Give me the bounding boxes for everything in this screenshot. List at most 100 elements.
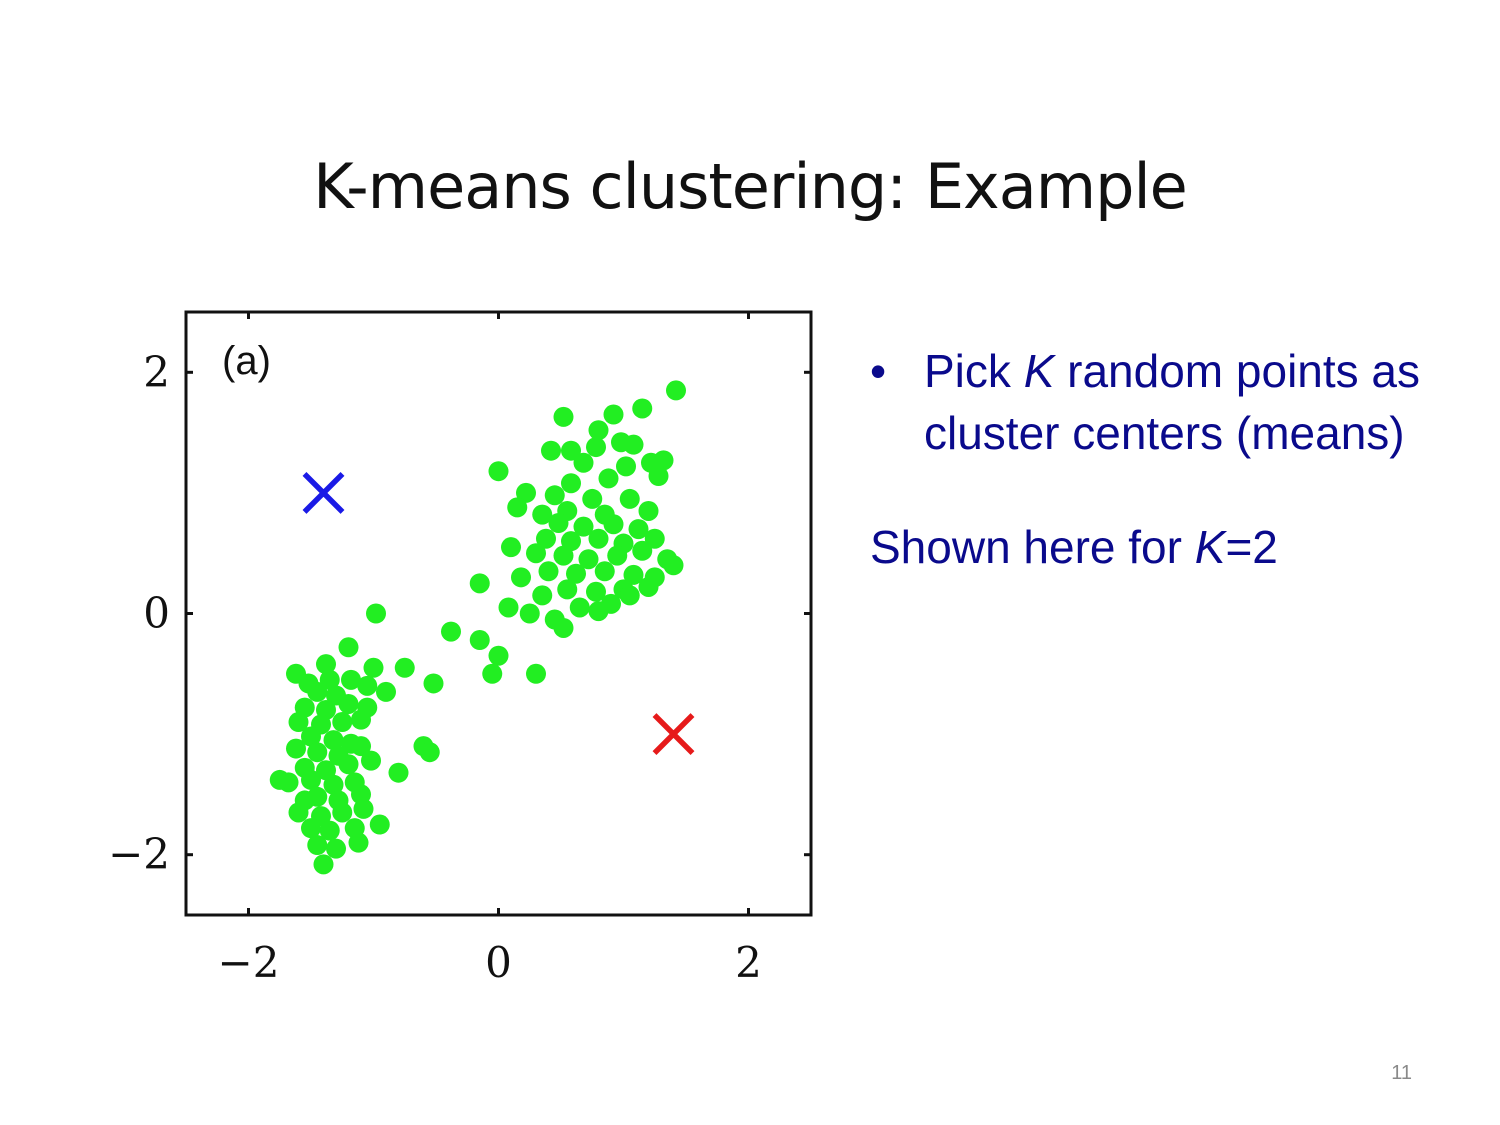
data-point bbox=[588, 420, 609, 441]
data-point bbox=[366, 603, 386, 624]
data-point bbox=[582, 488, 603, 509]
data-point bbox=[394, 657, 415, 678]
data-point bbox=[588, 601, 609, 622]
data-point bbox=[369, 814, 390, 835]
data-point bbox=[653, 450, 674, 471]
data-point bbox=[286, 738, 306, 759]
data-point bbox=[357, 675, 378, 696]
bullet-text-k: K bbox=[1023, 345, 1055, 397]
data-point bbox=[294, 790, 315, 811]
data-point bbox=[578, 549, 599, 570]
data-point bbox=[553, 617, 574, 638]
data-point bbox=[301, 769, 321, 790]
data-point bbox=[616, 456, 636, 477]
y-tick-label: −2 bbox=[108, 830, 170, 879]
data-point bbox=[507, 497, 528, 518]
data-point bbox=[319, 669, 340, 690]
x-tick-label: 0 bbox=[485, 938, 512, 987]
data-point bbox=[307, 835, 328, 856]
data-point bbox=[519, 603, 540, 624]
data-point bbox=[423, 673, 444, 694]
data-point bbox=[482, 663, 503, 684]
x-tick-labels: −2 0 2 bbox=[218, 938, 762, 987]
data-point bbox=[598, 468, 619, 489]
data-point bbox=[332, 802, 353, 823]
slide-title: K-means clustering: Example bbox=[313, 150, 1188, 223]
bullet-text: Pick K random points as cluster centers … bbox=[924, 340, 1430, 464]
data-point bbox=[288, 712, 309, 733]
note-line: Shown here for K=2 bbox=[870, 516, 1430, 578]
panel-label: (a) bbox=[222, 339, 271, 383]
cluster-center-2 bbox=[652, 713, 695, 756]
data-point bbox=[538, 561, 559, 582]
data-point bbox=[313, 854, 334, 875]
data-point bbox=[666, 380, 686, 401]
data-point bbox=[319, 820, 340, 841]
data-point bbox=[516, 482, 536, 503]
data-point bbox=[586, 437, 606, 458]
bullet-item: • Pick K random points as cluster center… bbox=[870, 340, 1430, 464]
data-point bbox=[561, 473, 581, 494]
data-point bbox=[351, 709, 371, 730]
data-point bbox=[573, 516, 594, 537]
data-point bbox=[619, 585, 640, 606]
x-tick-label: 2 bbox=[735, 938, 762, 987]
data-point bbox=[353, 798, 374, 819]
data-point bbox=[338, 693, 359, 714]
data-point bbox=[644, 567, 665, 588]
data-point bbox=[532, 585, 553, 606]
page-number: 11 bbox=[1391, 1062, 1412, 1084]
data-point bbox=[307, 742, 328, 763]
data-point bbox=[326, 838, 346, 859]
data-point bbox=[632, 398, 653, 419]
data-point bbox=[348, 832, 369, 853]
data-point bbox=[511, 567, 531, 588]
data-point bbox=[363, 657, 384, 678]
data-point bbox=[532, 504, 553, 525]
data-point bbox=[544, 485, 565, 506]
data-point bbox=[441, 621, 461, 642]
data-point bbox=[569, 597, 590, 618]
data-point bbox=[388, 762, 409, 783]
data-point bbox=[573, 452, 594, 473]
data-point bbox=[526, 663, 546, 684]
data-point bbox=[536, 528, 556, 549]
data-point bbox=[623, 434, 644, 455]
data-point bbox=[316, 654, 336, 675]
data-point bbox=[488, 645, 509, 666]
data-point bbox=[619, 488, 640, 509]
data-point bbox=[338, 637, 359, 658]
data-point bbox=[586, 581, 606, 602]
data-points bbox=[269, 380, 686, 875]
data-point bbox=[648, 466, 669, 487]
data-point bbox=[553, 545, 574, 566]
data-point bbox=[553, 406, 574, 427]
data-point bbox=[603, 404, 624, 425]
data-point bbox=[332, 712, 353, 733]
data-point bbox=[548, 513, 569, 534]
data-point bbox=[301, 726, 321, 747]
data-point bbox=[269, 769, 290, 790]
data-point bbox=[594, 561, 615, 582]
cluster-center-1 bbox=[302, 471, 345, 514]
data-point bbox=[663, 555, 684, 576]
data-point bbox=[301, 818, 321, 839]
axis-ticks bbox=[186, 312, 811, 915]
data-point bbox=[307, 681, 328, 702]
data-point bbox=[541, 440, 561, 461]
data-point bbox=[561, 440, 581, 461]
cluster-centers bbox=[302, 471, 695, 756]
y-tick-label: 0 bbox=[143, 589, 170, 638]
x-tick-label: −2 bbox=[218, 938, 280, 987]
data-point bbox=[632, 540, 653, 561]
bullet-text-2: random points as cluster centers (means) bbox=[924, 345, 1421, 459]
bullet-text-1: Pick bbox=[924, 345, 1024, 397]
data-point bbox=[557, 579, 578, 600]
data-point bbox=[588, 528, 609, 549]
plot-frame bbox=[184, 310, 813, 917]
note-text-2: =2 bbox=[1225, 521, 1278, 573]
data-point bbox=[376, 681, 396, 702]
data-point bbox=[566, 563, 586, 584]
bullet-marker: • bbox=[870, 345, 887, 397]
data-point bbox=[526, 543, 546, 564]
